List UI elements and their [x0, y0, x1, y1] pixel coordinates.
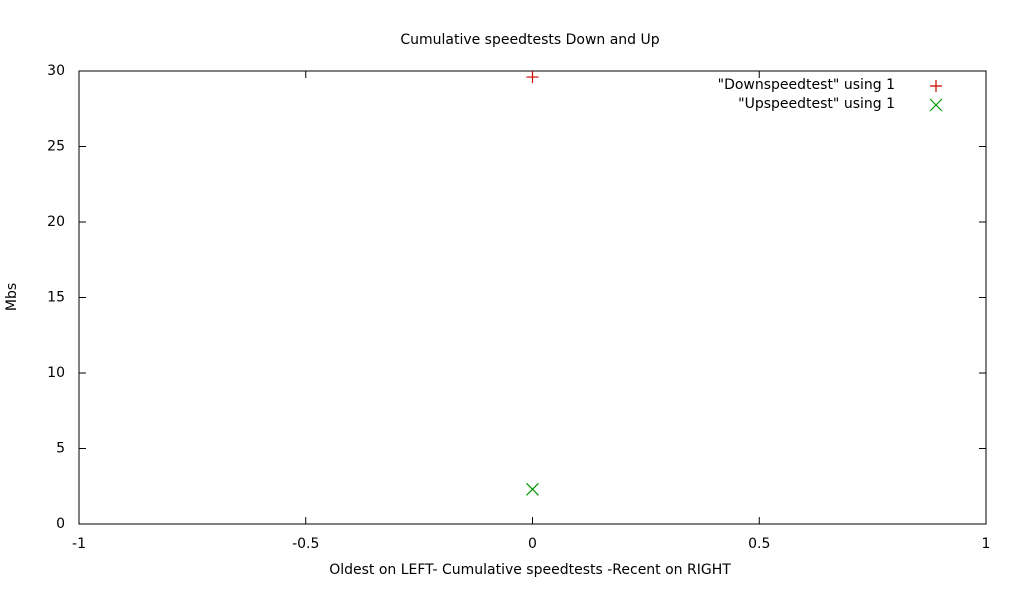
legend-marker	[930, 80, 942, 92]
x-tick-label: 0.5	[748, 536, 770, 552]
y-tick-label: 15	[47, 290, 65, 306]
point	[526, 71, 539, 84]
y-tick-label: 5	[56, 441, 65, 457]
legend-marker	[929, 98, 943, 112]
chart-title: Cumulative speedtests Down and Up	[400, 32, 659, 48]
x-axis-label: Oldest on LEFT- Cumulative speedtests -R…	[329, 562, 731, 578]
legend-label: "Upspeedtest" using 1	[738, 96, 895, 112]
y-tick-label: 25	[47, 139, 65, 155]
x-tick-label: 1	[982, 536, 991, 552]
legend-label: "Downspeedtest" using 1	[718, 77, 895, 93]
y-tick-label: 20	[47, 214, 65, 230]
x-tick-label: -0.5	[292, 536, 319, 552]
x-tick-label: 0	[528, 536, 537, 552]
y-tick-label: 0	[56, 516, 65, 532]
x-tick-label: -1	[72, 536, 86, 552]
y-tick-label: 10	[47, 365, 65, 381]
point	[526, 482, 539, 496]
y-axis-label: Mbs	[4, 283, 20, 311]
y-tick-label: 30	[47, 63, 65, 79]
